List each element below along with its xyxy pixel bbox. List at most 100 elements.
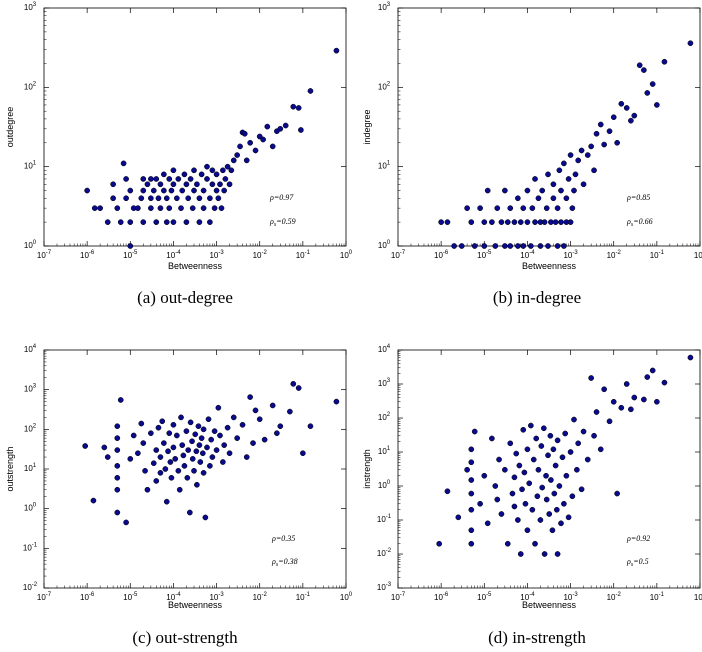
data-point [468,490,475,497]
data-point [552,219,559,225]
data-point [175,176,182,182]
data-point [127,456,134,462]
data-point [175,467,182,474]
data-point [578,147,585,154]
data-point [168,474,175,481]
data-point [540,425,547,432]
data-point [123,176,129,182]
data-point [614,490,620,497]
data-point [606,418,613,425]
data-point [153,478,160,484]
data-point [687,40,694,47]
spearman-stat: ρs=0.59 [269,217,296,228]
y-tick-label: 103 [378,2,391,12]
data-point [529,205,536,211]
data-point [213,447,220,453]
data-point [144,181,151,188]
data-point [569,493,576,500]
data-point [150,187,157,194]
data-point [444,219,451,225]
data-point [471,428,478,435]
data-point [535,466,542,473]
data-point [197,459,204,465]
data-point [157,454,164,460]
x-tick-label: 10-7 [391,592,406,602]
x-axis-label: Betweenness [168,600,223,610]
data-point [498,511,505,517]
data-point [534,493,541,500]
data-point [546,511,553,517]
data-point [198,171,205,178]
data-point [224,424,231,431]
data-point [628,406,634,413]
data-point [224,163,231,170]
data-point [213,187,220,194]
panel-a: 10-7 10-6 10-5 10-4 10-3 10-2 10-1 100 10010110… [5,2,353,307]
data-point [550,195,557,202]
data-point [458,243,465,249]
data-point [519,486,525,493]
data-point [558,520,564,527]
data-point [532,176,538,182]
data-point [524,527,531,534]
data-point [298,127,304,133]
data-point [153,447,160,453]
data-point [123,195,129,202]
x-tick-label: 10-6 [434,250,449,260]
data-point [511,503,518,510]
data-point [155,195,162,202]
data-point [183,181,190,188]
data-point [649,367,656,374]
data-point [554,243,561,249]
x-tick-labels: 10-7 10-6 10-5 10-4 10-3 10-2 10-1 100 [37,350,353,602]
data-point [558,219,564,225]
y-tick-label: 103 [24,384,37,394]
data-point [549,527,556,534]
data-point [561,243,567,249]
x-tick-label: 10-5 [477,250,492,260]
data-point [226,181,233,188]
data-point [196,219,203,225]
data-point [584,456,591,463]
data-point [597,446,604,453]
data-point [601,141,607,148]
data-point [515,243,521,249]
data-point [247,139,253,146]
data-point [243,157,250,164]
data-point [554,437,561,444]
data-point [532,219,538,225]
data-point [543,472,549,479]
data-point [489,219,495,225]
data-point [110,181,116,188]
data-point [494,205,501,211]
data-point [606,128,613,135]
data-point [189,438,195,445]
scatter-points [436,354,694,557]
data-point [104,219,111,225]
y-tick-label: 10-2 [23,582,38,592]
data-point [264,123,271,130]
data-point [215,195,222,202]
data-point [91,205,98,211]
data-point [187,419,194,426]
data-point [561,500,567,507]
y-axis-label: outdegree [5,107,15,148]
data-point [444,488,451,495]
data-point [565,514,572,521]
x-tick-label: 100 [694,592,702,602]
data-point [333,398,340,405]
data-point [170,219,177,225]
x-tick-label: 10-3 [563,250,578,260]
data-point [578,486,585,493]
data-point [221,187,228,194]
data-point [548,219,554,225]
x-tick-label: 10-1 [296,250,311,260]
data-point [614,139,620,146]
data-point [494,496,501,503]
y-tick-label: 103 [24,2,37,12]
data-point [186,509,193,516]
data-point [520,426,527,433]
plot-frame [397,7,701,247]
data-point [575,440,582,447]
data-point [256,416,263,423]
